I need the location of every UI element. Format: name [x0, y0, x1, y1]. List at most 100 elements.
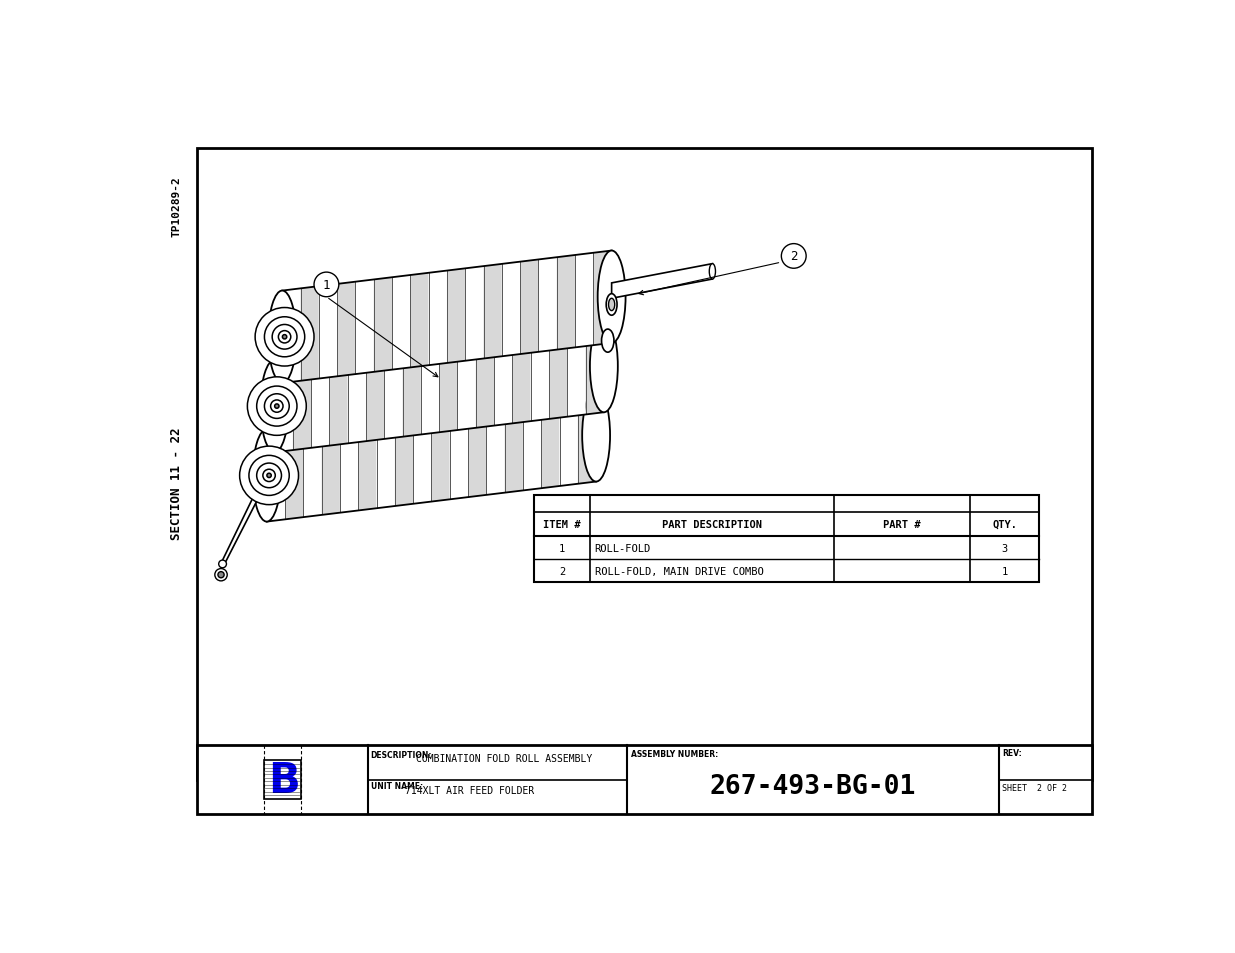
Circle shape	[314, 273, 338, 297]
Ellipse shape	[219, 560, 226, 568]
Polygon shape	[384, 345, 403, 439]
Polygon shape	[274, 320, 604, 453]
Ellipse shape	[582, 390, 610, 482]
Text: 1: 1	[1002, 566, 1008, 577]
Bar	[198, 149, 1092, 780]
Polygon shape	[520, 260, 538, 355]
Bar	[534, 496, 1040, 583]
Polygon shape	[311, 354, 330, 448]
Polygon shape	[578, 390, 597, 484]
Polygon shape	[414, 410, 431, 504]
Circle shape	[283, 335, 287, 339]
Polygon shape	[267, 428, 285, 522]
Circle shape	[247, 377, 306, 436]
Text: SHEET  2 OF 2: SHEET 2 OF 2	[1003, 782, 1067, 792]
Ellipse shape	[268, 292, 296, 383]
Text: COMBINATION FOLD ROLL ASSEMBLY: COMBINATION FOLD ROLL ASSEMBLY	[415, 754, 592, 763]
Polygon shape	[505, 398, 522, 493]
Polygon shape	[585, 320, 604, 415]
Circle shape	[257, 387, 296, 427]
Ellipse shape	[601, 330, 614, 353]
Text: 2: 2	[559, 566, 566, 577]
Polygon shape	[391, 275, 410, 371]
Text: SECTION 11 - 22: SECTION 11 - 22	[169, 427, 183, 539]
Circle shape	[257, 463, 282, 488]
Polygon shape	[457, 336, 475, 431]
Polygon shape	[395, 412, 414, 506]
Text: PART #: PART #	[883, 519, 920, 529]
Polygon shape	[513, 330, 531, 424]
Polygon shape	[285, 425, 304, 519]
Circle shape	[240, 447, 299, 505]
Polygon shape	[403, 343, 421, 437]
Polygon shape	[340, 418, 358, 513]
Circle shape	[264, 395, 289, 419]
Circle shape	[256, 308, 314, 367]
Text: ITEM #: ITEM #	[543, 519, 580, 529]
Text: PART DESCRIPTION: PART DESCRIPTION	[662, 519, 762, 529]
Polygon shape	[593, 252, 611, 346]
Circle shape	[263, 470, 275, 482]
Polygon shape	[267, 390, 597, 522]
Polygon shape	[348, 350, 366, 444]
Ellipse shape	[253, 430, 280, 522]
Polygon shape	[366, 347, 384, 441]
Polygon shape	[440, 338, 457, 433]
Polygon shape	[466, 267, 484, 361]
Ellipse shape	[261, 360, 289, 453]
Text: 714XLT AIR FEED FOLDER: 714XLT AIR FEED FOLDER	[405, 785, 535, 795]
Polygon shape	[222, 470, 267, 568]
Circle shape	[782, 244, 806, 269]
Text: UNIT NAME:: UNIT NAME:	[370, 781, 422, 790]
Polygon shape	[410, 274, 429, 368]
Polygon shape	[421, 340, 440, 435]
Polygon shape	[431, 408, 450, 502]
Text: TP10289-2: TP10289-2	[172, 176, 182, 237]
Bar	[263, 760, 301, 799]
Polygon shape	[358, 416, 377, 511]
Polygon shape	[300, 287, 319, 381]
Polygon shape	[567, 323, 585, 417]
Polygon shape	[559, 392, 578, 486]
Polygon shape	[557, 255, 576, 351]
Polygon shape	[450, 405, 468, 499]
Polygon shape	[319, 285, 337, 379]
Polygon shape	[356, 280, 374, 375]
Polygon shape	[283, 289, 300, 383]
Ellipse shape	[590, 320, 618, 413]
Polygon shape	[274, 358, 293, 453]
Text: ASSEMBLY NUMBER:: ASSEMBLY NUMBER:	[631, 749, 719, 758]
Polygon shape	[487, 401, 505, 496]
Polygon shape	[293, 356, 311, 451]
Text: QTY.: QTY.	[992, 519, 1018, 529]
Polygon shape	[468, 403, 487, 497]
Polygon shape	[550, 325, 567, 419]
Ellipse shape	[598, 252, 626, 344]
Text: 267-493-BG-01: 267-493-BG-01	[710, 773, 916, 799]
Text: REV:: REV:	[1003, 748, 1023, 758]
Polygon shape	[447, 269, 466, 364]
Polygon shape	[429, 272, 447, 366]
Polygon shape	[475, 334, 494, 428]
Circle shape	[270, 400, 283, 413]
Polygon shape	[494, 332, 513, 426]
Polygon shape	[611, 264, 713, 299]
Circle shape	[278, 332, 290, 344]
Circle shape	[217, 572, 224, 578]
Circle shape	[267, 474, 272, 478]
Text: 1: 1	[322, 278, 330, 292]
Polygon shape	[304, 423, 321, 517]
Polygon shape	[522, 396, 541, 491]
Polygon shape	[538, 258, 557, 353]
Ellipse shape	[606, 294, 618, 315]
Text: 1: 1	[559, 543, 566, 553]
Polygon shape	[374, 278, 391, 373]
Text: ROLL-FOLD: ROLL-FOLD	[594, 543, 651, 553]
Polygon shape	[321, 421, 340, 516]
Circle shape	[249, 456, 289, 496]
Ellipse shape	[609, 299, 615, 312]
Circle shape	[274, 404, 279, 409]
Polygon shape	[337, 282, 356, 376]
Polygon shape	[531, 327, 550, 421]
Text: DESCRIPTION:: DESCRIPTION:	[370, 750, 432, 759]
